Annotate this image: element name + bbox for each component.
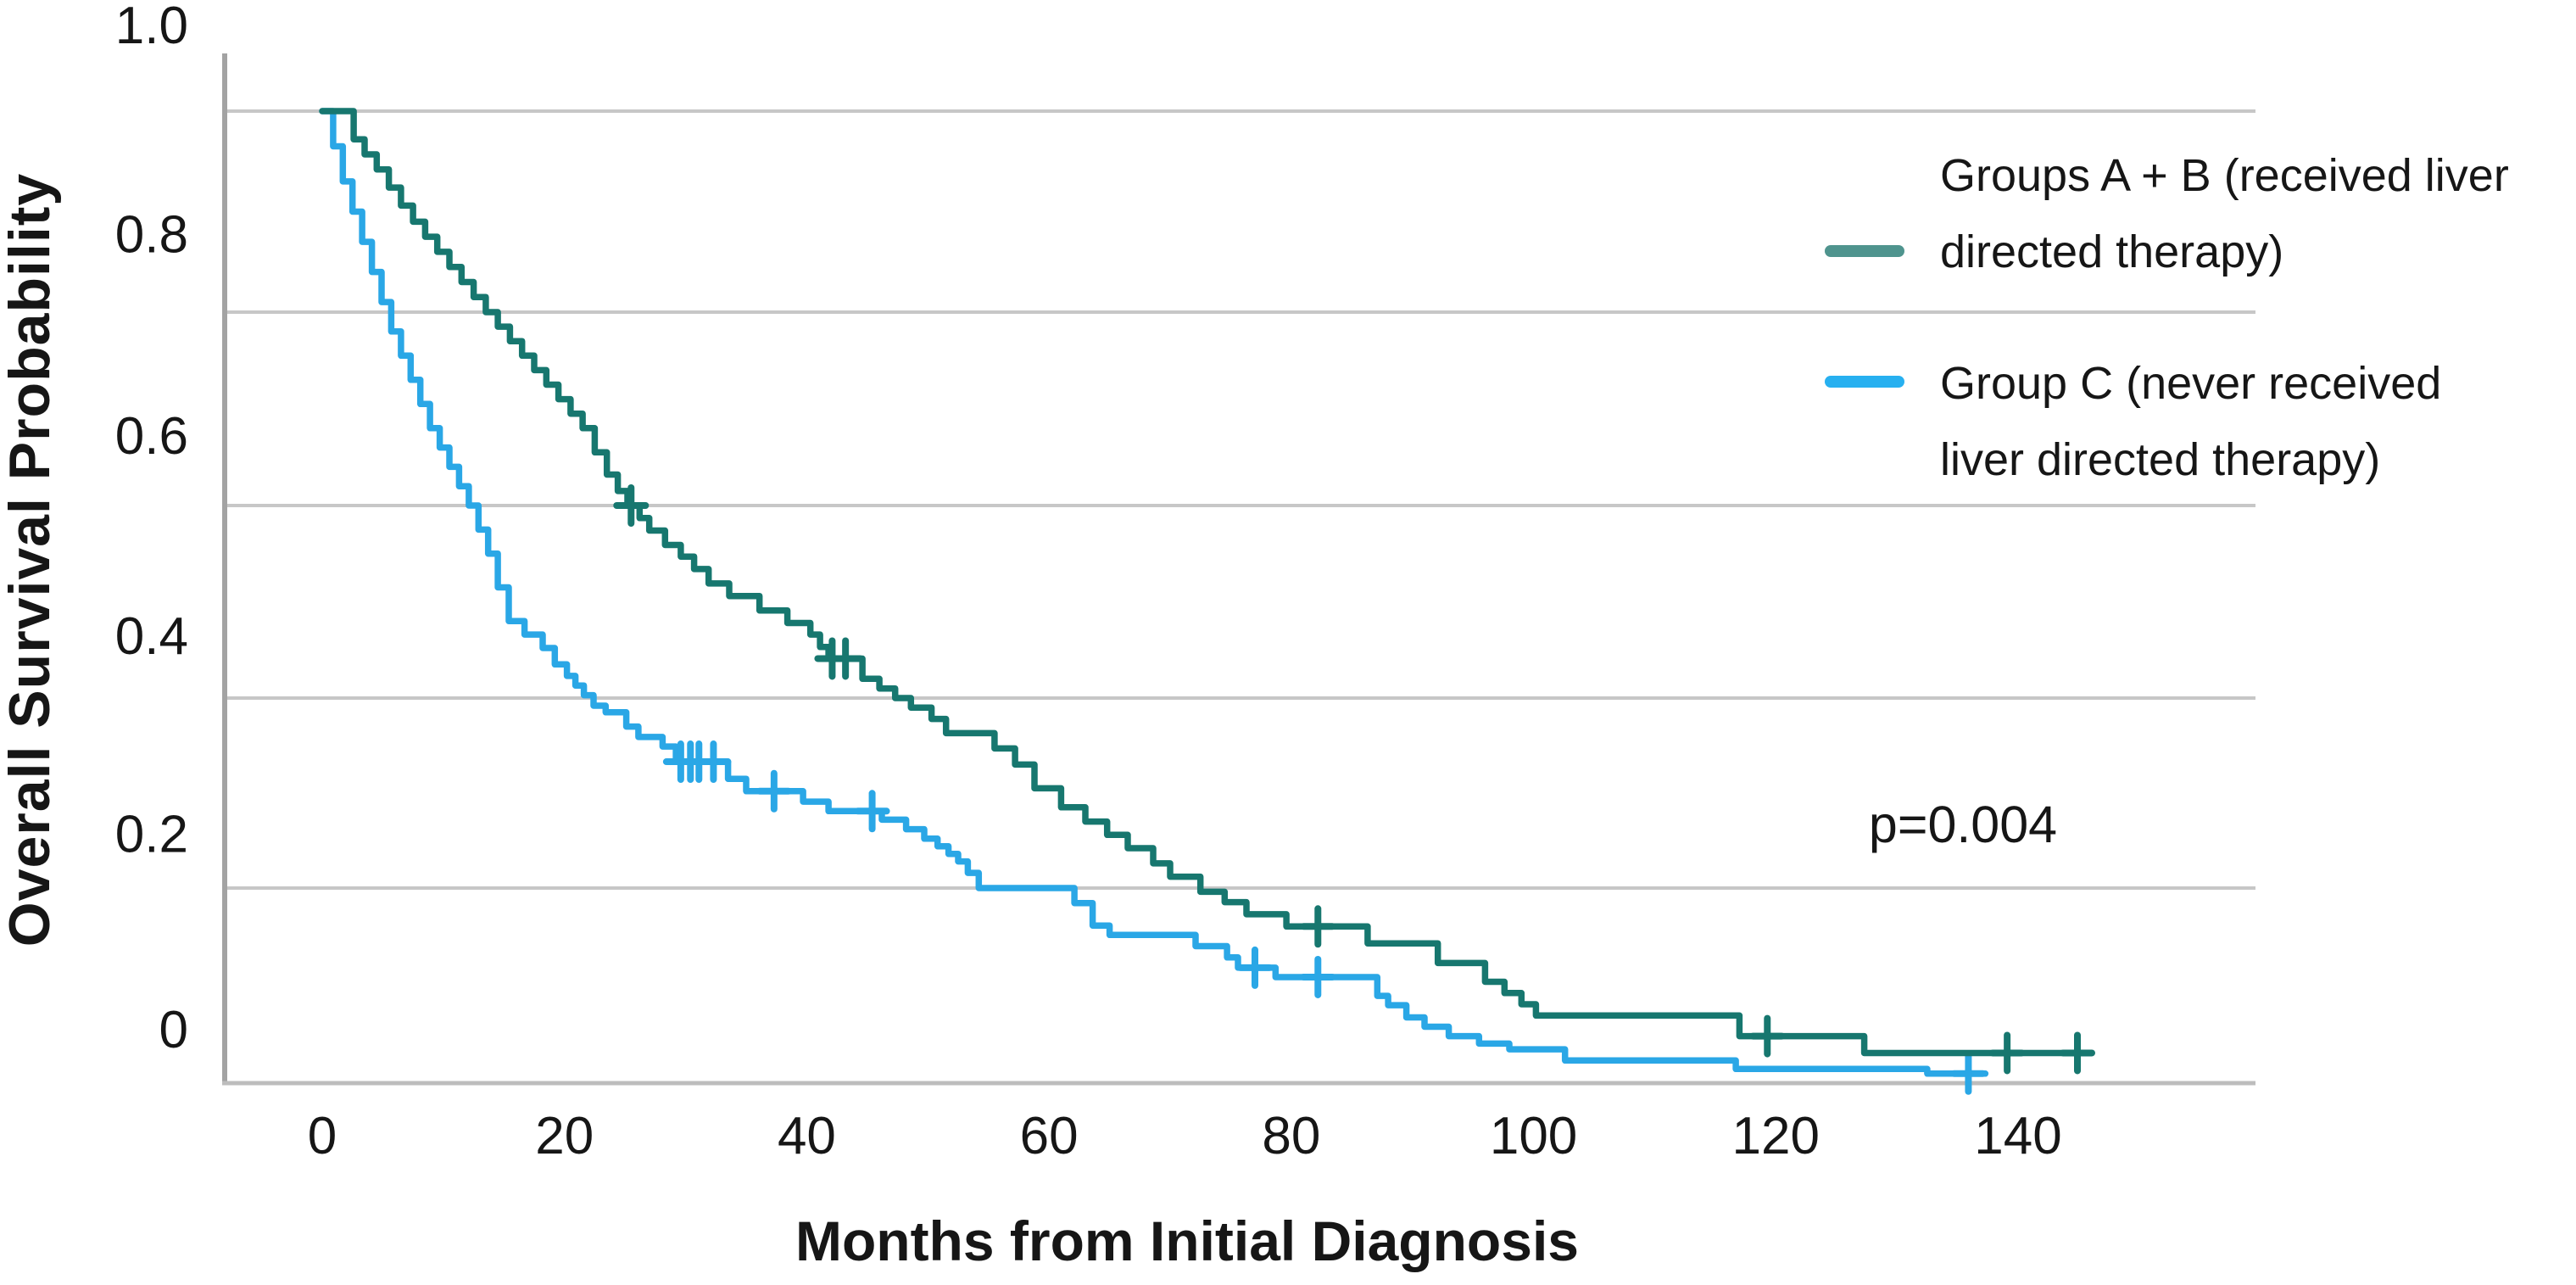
legend: Groups A + B (received liver directed th…: [1825, 150, 2509, 485]
y-tick-label: 0.2: [115, 806, 188, 864]
x-axis-title: Months from Initial Diagnosis: [795, 1210, 1579, 1272]
x-tick-label: 140: [1974, 1107, 2061, 1165]
p-value-annotation: p=0.004: [1869, 796, 2057, 853]
legend-label-groups-ab-line1: Groups A + B (received liver: [1940, 150, 2509, 201]
legend-label-group-c-line1: Group C (never received: [1940, 358, 2441, 409]
y-tick-label: 1.0: [115, 0, 188, 55]
x-tick-label: 20: [535, 1107, 594, 1165]
tick-labels-layer: 1.0 0.8 0.6 0.4 0.2 0 0 20 40 60 80 100 120 140: [115, 0, 2062, 1165]
legend-label-group-c-line2: liver directed therapy): [1940, 434, 2380, 485]
x-tick-label: 40: [778, 1107, 836, 1165]
survival-curve-groups-ab: [319, 108, 2094, 1057]
legend-entry-groups-ab: Groups A + B (received liver directed th…: [1825, 150, 2509, 277]
censor-marks-group-c: [662, 740, 1987, 1095]
censor-marks-groups-ab: [613, 484, 2095, 1075]
gridlines-layer: [225, 109, 2255, 890]
x-tick-label: 60: [1020, 1107, 1079, 1165]
x-tick-label: 100: [1490, 1107, 1577, 1165]
x-tick-label: 0: [308, 1107, 337, 1165]
survival-curves-layer: [319, 108, 2095, 1095]
y-axis-title: Overall Survival Probability: [0, 173, 62, 947]
x-tick-label: 120: [1732, 1107, 1820, 1165]
legend-entry-group-c: Group C (never received liver directed t…: [1825, 358, 2441, 485]
x-tick-label: 80: [1262, 1107, 1320, 1165]
y-tick-label: 0: [159, 1001, 188, 1059]
legend-swatch-group-c-icon: [1825, 376, 1904, 388]
survival-curve-group-c: [319, 108, 1989, 1077]
y-tick-label: 0.6: [115, 407, 188, 466]
y-tick-label: 0.8: [115, 205, 188, 264]
y-tick-label: 0.4: [115, 607, 188, 666]
legend-label-groups-ab-line2: directed therapy): [1940, 226, 2283, 277]
legend-swatch-groups-ab-icon: [1825, 245, 1904, 257]
